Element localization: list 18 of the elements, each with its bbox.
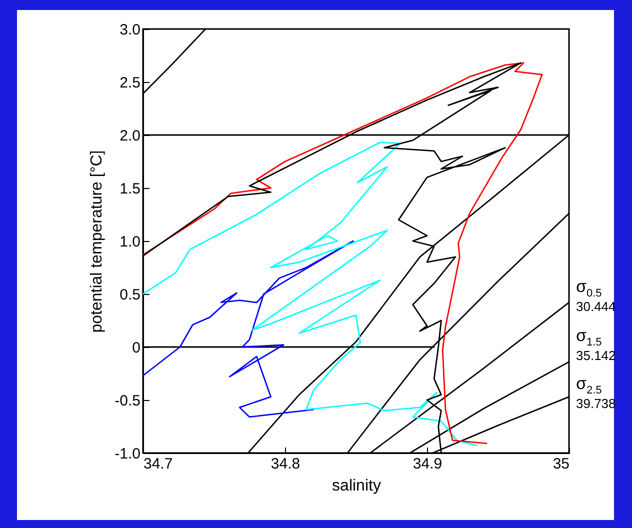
x-axis-title: salinity [332,478,381,494]
text: σ$_{0.5}$ [576,277,602,300]
y-tick-label: 1.5 [120,180,140,198]
y-tick-label: 0.5 [120,286,140,304]
y-tick-label: -1.0 [114,446,140,462]
y-tick-label: 3.0 [120,22,140,38]
text: σ$_{1.5}$ [576,326,602,348]
x-tick-label: 34.9 [412,456,442,472]
x-tick-label: 34.8 [270,456,300,472]
text: σ$_{2.5}$ [576,374,602,396]
y-tick-label: 0 [132,340,140,356]
x-tick-label: 35 [552,456,570,472]
y-tick-label: 2.5 [120,74,140,92]
y-tick-label: -0.5 [114,392,140,410]
x-tick-label: 34.7 [144,456,173,472]
y-axis-title: potential temperature [°C] [88,150,106,333]
y-tick-label: 2.0 [120,128,140,144]
y-tick-label: 1.0 [120,234,140,250]
